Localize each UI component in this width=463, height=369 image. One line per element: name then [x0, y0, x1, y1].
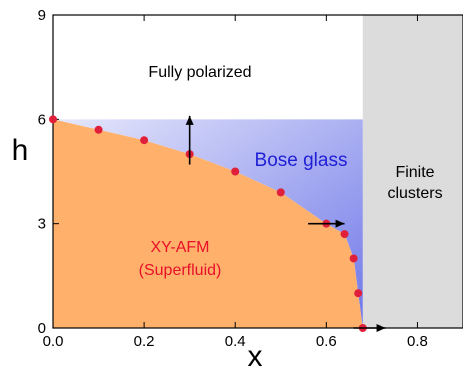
y-tick-label: 3 — [38, 216, 46, 233]
plot-frame — [52, 14, 463, 329]
afm-label-line1: XY-AFM — [151, 239, 210, 256]
y-tick-label: 6 — [38, 111, 46, 128]
x-tick-label: 0.2 — [134, 333, 155, 350]
y-axis-ticks: 0 3 6 9 — [38, 7, 59, 337]
finite-clusters-label-line2: clusters — [387, 185, 442, 202]
data-point — [231, 167, 240, 176]
x-tick-label: 0.0 — [43, 333, 64, 350]
bose-glass-label: Bose glass — [255, 150, 348, 171]
x-axis-ticks: 0.0 0.2 0.4 0.6 0.8 — [43, 15, 428, 350]
finite-clusters-label-line1: Finite — [395, 164, 434, 181]
x-tick-label: 0.4 — [225, 333, 246, 350]
data-point — [340, 230, 349, 239]
bose-glass-region — [53, 119, 363, 328]
data-point — [276, 188, 285, 197]
data-points — [49, 115, 367, 332]
data-point — [140, 136, 149, 145]
arrow-head — [335, 219, 345, 228]
x-tick-label: 0.8 — [407, 333, 428, 350]
afm-label-line2: (Superfluid) — [139, 262, 222, 279]
data-point — [94, 125, 103, 134]
data-point — [49, 115, 57, 124]
fully-polarized-label: Fully polarized — [148, 64, 251, 81]
x-axis-title: x — [248, 340, 263, 369]
y-tick-label: 0 — [38, 320, 46, 337]
arrows — [185, 115, 386, 332]
y-axis-title: h — [12, 134, 29, 167]
data-point — [349, 254, 358, 263]
y-tick-label: 9 — [38, 7, 46, 24]
finite-clusters-region — [362, 15, 463, 328]
data-point — [354, 289, 363, 298]
x-tick-label: 0.6 — [316, 333, 337, 350]
arrow-head — [185, 115, 194, 125]
xy-afm-region — [53, 119, 363, 328]
arrow-head — [376, 324, 386, 332]
